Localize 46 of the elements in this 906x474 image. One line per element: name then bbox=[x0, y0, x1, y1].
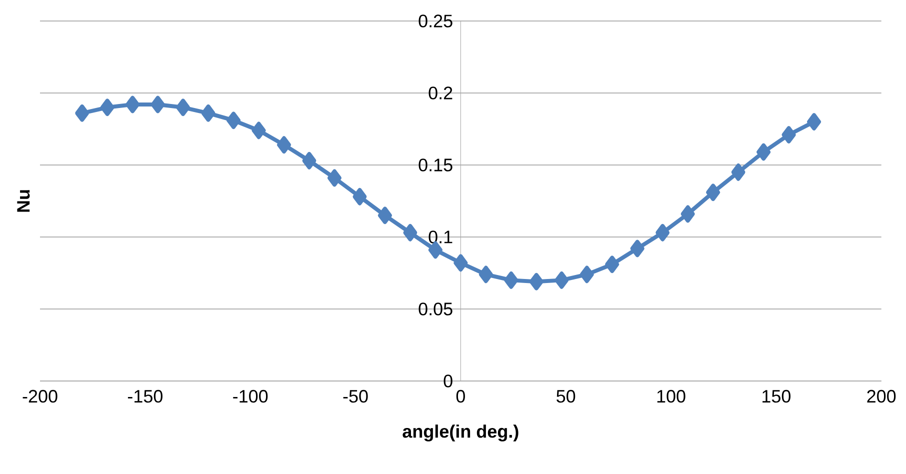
point bbox=[252, 122, 266, 140]
point bbox=[630, 240, 644, 258]
point bbox=[782, 126, 796, 144]
point bbox=[100, 98, 114, 116]
y-tick-label: 0.1 bbox=[428, 230, 452, 244]
point bbox=[756, 143, 771, 161]
point bbox=[605, 256, 620, 274]
point bbox=[580, 266, 594, 284]
point bbox=[706, 184, 720, 202]
y-tick-label: 0.2 bbox=[428, 86, 452, 100]
x-axis-title: angle(in deg.) bbox=[402, 424, 518, 442]
point bbox=[276, 136, 291, 154]
y-axis-title: Nu bbox=[17, 190, 30, 212]
point bbox=[176, 98, 190, 116]
point bbox=[302, 152, 316, 170]
x-tick-label: -150 bbox=[128, 390, 162, 403]
point bbox=[554, 272, 569, 289]
x-tick-label: 0 bbox=[456, 390, 465, 403]
point bbox=[201, 104, 216, 122]
x-tick-label: 100 bbox=[657, 390, 686, 403]
x-tick-label: 200 bbox=[867, 390, 896, 403]
point bbox=[656, 224, 670, 242]
y-tick-label: 0.25 bbox=[418, 14, 452, 28]
point bbox=[403, 224, 418, 242]
point bbox=[150, 96, 165, 114]
x-tick-label: 50 bbox=[556, 390, 576, 403]
y-tick-label: 0.15 bbox=[418, 158, 452, 172]
point bbox=[226, 112, 241, 130]
point bbox=[529, 272, 544, 290]
x-tick-label: 150 bbox=[762, 390, 790, 403]
point bbox=[126, 96, 140, 114]
point bbox=[680, 205, 695, 223]
point bbox=[807, 113, 822, 130]
point bbox=[478, 266, 493, 284]
point bbox=[731, 164, 746, 181]
x-tick-label: -50 bbox=[343, 390, 368, 403]
point bbox=[378, 206, 392, 224]
y-tick-label: 0 bbox=[444, 374, 452, 388]
y-tick-label: 0.05 bbox=[418, 302, 452, 316]
x-tick-label: -100 bbox=[233, 390, 268, 403]
x-tick-label: -200 bbox=[22, 390, 58, 403]
point bbox=[504, 272, 518, 289]
point bbox=[327, 169, 342, 187]
point bbox=[75, 104, 90, 122]
point bbox=[454, 254, 468, 272]
point bbox=[352, 188, 367, 206]
